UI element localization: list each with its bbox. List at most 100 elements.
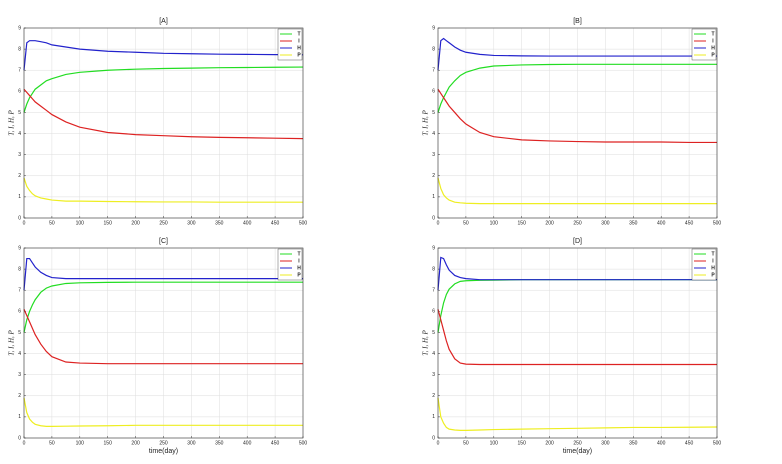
- x-tick-label: 350: [629, 440, 638, 446]
- axes-frame: [23, 27, 304, 219]
- y-tick-label: 7: [432, 288, 435, 294]
- x-tick-label: 0: [437, 220, 440, 226]
- x-tick-label: 250: [159, 220, 168, 226]
- y-tick-label: 7: [432, 68, 435, 74]
- y-tick-label: 0: [432, 215, 435, 221]
- y-tick-label: 6: [18, 89, 21, 95]
- x-tick-label: 250: [159, 440, 168, 446]
- axes-frame: [437, 247, 718, 439]
- y-tick-label: 8: [18, 46, 21, 52]
- y-tick-label: 8: [18, 266, 21, 272]
- axes-frame: [437, 27, 718, 219]
- series-line: [437, 177, 717, 205]
- y-tick-label: 8: [432, 266, 435, 272]
- y-tick-label: 1: [432, 194, 435, 200]
- x-tick-label: 200: [131, 220, 140, 226]
- x-tick-label: 150: [518, 220, 527, 226]
- y-tick-label: 1: [432, 414, 435, 420]
- y-tick-label: 8: [432, 46, 435, 52]
- x-tick-label: 450: [271, 440, 280, 446]
- x-tick-label: 0: [23, 220, 26, 226]
- legend-label: H: [711, 265, 715, 271]
- y-tick-label: 0: [432, 435, 435, 441]
- x-tick-label: 50: [463, 220, 469, 226]
- x-tick-label: 350: [629, 220, 638, 226]
- y-tick-label: 9: [432, 245, 435, 251]
- y-tick-label: 9: [18, 245, 21, 251]
- x-tick-label: 500: [713, 220, 722, 226]
- x-tick-label: 100: [490, 440, 499, 446]
- x-tick-label: 50: [49, 440, 55, 446]
- x-tick-label: 350: [215, 440, 224, 446]
- x-tick-label: 0: [23, 440, 26, 446]
- legend-label: P: [711, 272, 715, 278]
- x-tick-label: 50: [49, 220, 55, 226]
- y-tick-label: 3: [432, 152, 435, 158]
- x-tick-label: 500: [299, 220, 308, 226]
- y-tick-label: 0: [18, 215, 21, 221]
- x-tick-label: 450: [271, 220, 280, 226]
- x-tick-label: 300: [601, 220, 610, 226]
- series-line: [23, 177, 303, 203]
- y-tick-label: 1: [18, 194, 21, 200]
- series-line: [23, 257, 303, 291]
- y-tick-label: 2: [432, 173, 435, 179]
- legend-label: T: [297, 31, 300, 37]
- y-axis-label: T, I, H, P: [8, 110, 16, 136]
- y-tick-label: 6: [432, 309, 435, 315]
- legend-label: P: [297, 272, 301, 278]
- series-line: [437, 256, 717, 291]
- y-tick-label: 6: [18, 309, 21, 315]
- series-line: [23, 308, 303, 365]
- y-tick-label: 7: [18, 288, 21, 294]
- legend-label: H: [297, 265, 301, 271]
- x-tick-label: 300: [187, 440, 196, 446]
- chart-title: [A]: [159, 18, 168, 25]
- y-tick-label: 9: [432, 25, 435, 31]
- y-tick-label: 4: [18, 131, 21, 137]
- x-tick-label: 500: [713, 440, 722, 446]
- x-tick-label: 200: [131, 440, 140, 446]
- x-tick-label: 400: [243, 220, 252, 226]
- y-axis-label: T, I, H, P: [422, 110, 430, 136]
- series-line: [23, 281, 303, 333]
- y-tick-label: 2: [18, 173, 21, 179]
- x-tick-label: 150: [518, 440, 527, 446]
- x-tick-label: 400: [243, 440, 252, 446]
- legend-label: T: [297, 251, 300, 257]
- x-tick-label: 50: [463, 440, 469, 446]
- chart-title: [C]: [159, 238, 168, 245]
- x-tick-label: 150: [104, 220, 113, 226]
- y-tick-label: 9: [18, 25, 21, 31]
- x-tick-label: 250: [573, 440, 582, 446]
- series-line: [23, 397, 303, 427]
- axes-frame: [23, 247, 304, 439]
- series-line: [23, 66, 304, 113]
- y-tick-label: 4: [432, 351, 435, 357]
- x-tick-label: 100: [76, 440, 85, 446]
- x-axis-label: time(day): [149, 448, 178, 455]
- y-tick-label: 3: [432, 372, 435, 378]
- legend-label: T: [711, 31, 714, 37]
- legend-label: I: [298, 38, 300, 44]
- y-axis-label: T, I, H, P: [8, 330, 16, 356]
- y-tick-label: 5: [432, 330, 435, 336]
- y-tick-label: 2: [18, 393, 21, 399]
- x-tick-label: 400: [657, 220, 666, 226]
- chart-title: [D]: [573, 238, 582, 245]
- y-tick-label: 1: [18, 414, 21, 420]
- x-tick-label: 300: [601, 440, 610, 446]
- legend-label: H: [711, 45, 715, 51]
- x-tick-label: 100: [490, 220, 499, 226]
- legend-label: I: [712, 258, 714, 264]
- x-tick-label: 300: [187, 220, 196, 226]
- series-line: [437, 37, 717, 71]
- x-tick-label: 200: [545, 220, 554, 226]
- legend-label: I: [298, 258, 300, 264]
- y-tick-label: 0: [18, 435, 21, 441]
- chart-title: [B]: [573, 18, 582, 25]
- legend-label: P: [297, 52, 301, 58]
- legend-label: P: [711, 52, 715, 58]
- y-tick-label: 3: [18, 152, 21, 158]
- series-line: [437, 397, 718, 431]
